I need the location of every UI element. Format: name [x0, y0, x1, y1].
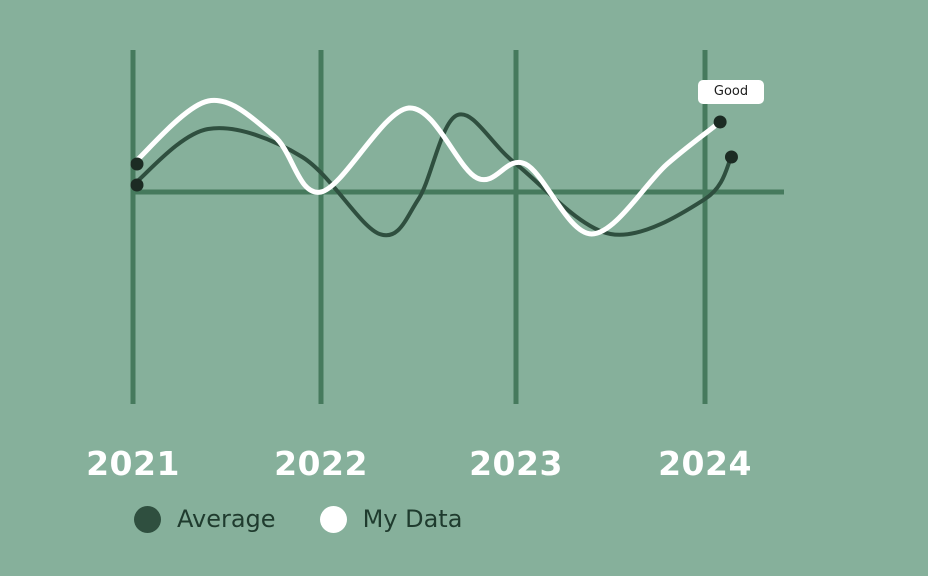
chart-legend: Average My Data [134, 505, 506, 533]
series-start-point-average [130, 178, 144, 192]
x-tick-label-2023: 2023 [469, 444, 563, 483]
series-start-point-my-data [130, 157, 144, 171]
annotation-callout: Good [698, 80, 764, 104]
x-tick-label-2021: 2021 [86, 444, 180, 483]
x-tick-label-2022: 2022 [274, 444, 368, 483]
legend-label-my-data: My Data [362, 505, 463, 533]
series-end-point-average [724, 150, 738, 164]
series-line-average [131, 112, 734, 238]
legend-swatch-my-data [319, 505, 347, 533]
legend-label-average: Average [177, 505, 276, 533]
x-tick-label-2024: 2024 [658, 444, 752, 483]
legend-item-my-data: My Data [319, 505, 463, 533]
legend-swatch-average [134, 505, 161, 533]
series-line-my-data [130, 97, 723, 237]
legend-item-average: Average [134, 505, 276, 533]
series-end-point-my-data [713, 115, 727, 129]
